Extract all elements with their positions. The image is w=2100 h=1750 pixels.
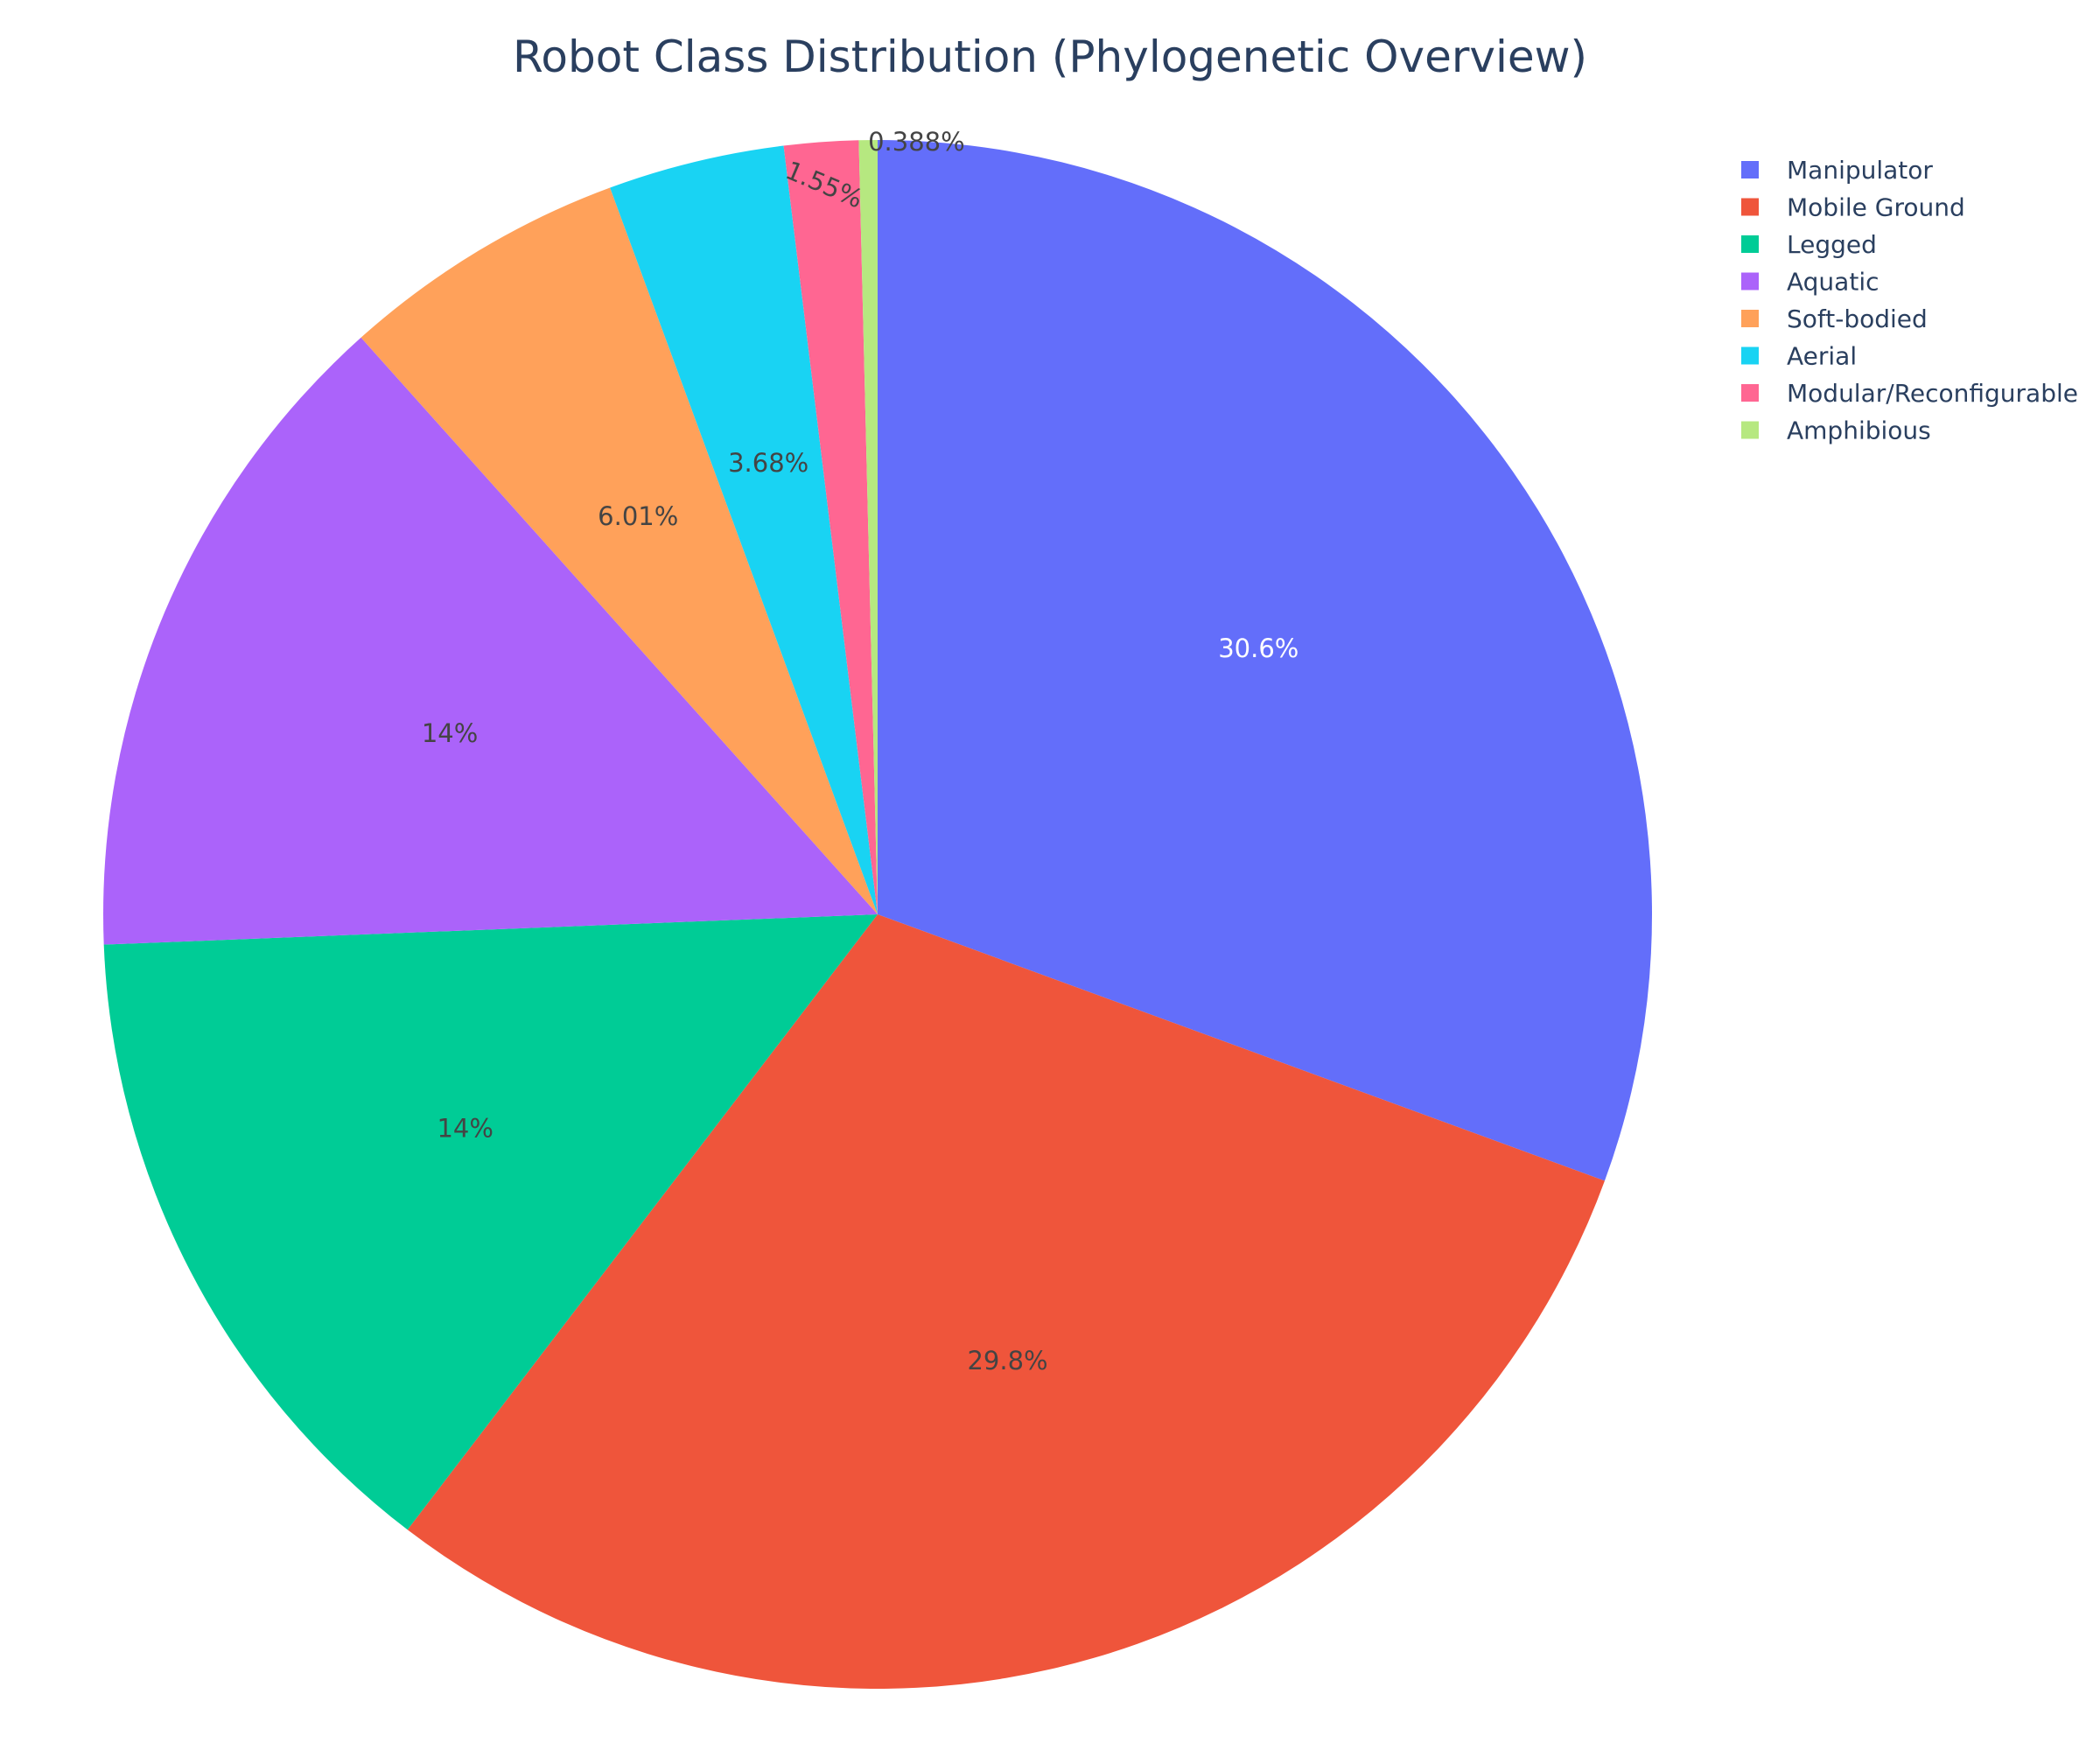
legend-swatch-mobile-ground[interactable] [1741, 198, 1759, 216]
slice-label-aerial: 3.68% [728, 448, 808, 478]
pie-slice-aerial [610, 145, 878, 915]
legend: Manipulator Mobile Ground Legged Aquatic Sof… [1741, 156, 2078, 445]
legend-swatch-amphibious[interactable] [1741, 421, 1759, 439]
legend-swatch-soft-bodied[interactable] [1741, 310, 1759, 327]
legend-label-aquatic[interactable]: Aquatic [1787, 268, 1880, 297]
legend-swatch-aquatic[interactable] [1741, 272, 1759, 290]
pie-slice-amphibious [858, 140, 878, 914]
slice-label-legged: 14% [437, 1114, 493, 1144]
legend-swatch-manipulator[interactable] [1741, 161, 1759, 178]
slice-label-soft-bodied: 6.01% [598, 501, 678, 531]
pie-slice-aquatic [103, 337, 878, 945]
slice-label-aquatic: 14% [422, 718, 478, 748]
legend-label-manipulator[interactable]: Manipulator [1787, 156, 1933, 185]
legend-label-mobile-ground[interactable]: Mobile Ground [1787, 193, 1965, 222]
slice-label-manipulator: 30.6% [1218, 634, 1298, 663]
slice-label-amphibious: 0.388% [868, 127, 965, 157]
legend-label-amphibious[interactable]: Amphibious [1787, 416, 1931, 445]
pie-slice-modular-reconfigurable [783, 140, 878, 915]
legend-swatch-legged[interactable] [1741, 235, 1759, 253]
legend-label-legged[interactable]: Legged [1787, 230, 1877, 259]
pie-slice-manipulator [878, 140, 1652, 1181]
chart-title: Robot Class Distribution (Phylogenetic O… [513, 32, 1587, 82]
legend-label-soft-bodied[interactable]: Soft-bodied [1787, 304, 1928, 333]
slice-label-mobile-ground: 29.8% [967, 1346, 1047, 1376]
legend-label-modular-reconfigurable[interactable]: Modular/Reconfigurable [1787, 379, 2078, 408]
pie-slice-mobile-ground [407, 914, 1605, 1689]
pie-slices [103, 140, 1652, 1689]
pie-slice-legged [103, 914, 878, 1530]
legend-label-aerial[interactable]: Aerial [1787, 342, 1857, 371]
legend-swatch-modular-reconfigurable[interactable] [1741, 384, 1759, 402]
legend-swatch-aerial[interactable] [1741, 346, 1759, 365]
pie-slice-soft-bodied [360, 187, 878, 915]
